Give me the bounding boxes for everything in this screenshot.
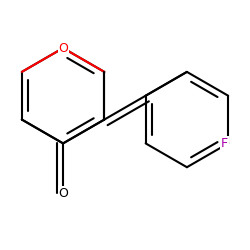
- Text: O: O: [58, 42, 68, 54]
- Text: F: F: [221, 137, 228, 150]
- Text: O: O: [58, 187, 68, 200]
